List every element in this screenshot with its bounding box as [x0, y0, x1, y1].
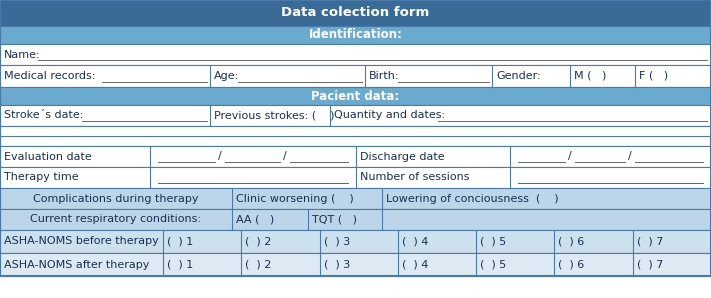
Text: Stroke´s date:: Stroke´s date: — [4, 111, 83, 120]
Text: Therapy time: Therapy time — [4, 173, 79, 182]
Text: M (   ): M ( ) — [574, 71, 606, 81]
Bar — [0, 105, 711, 126]
Text: Age:: Age: — [214, 71, 239, 81]
Text: (  ) 3: ( ) 3 — [324, 237, 350, 246]
Bar — [0, 87, 711, 105]
Text: AA (   ): AA ( ) — [236, 215, 274, 224]
Bar — [0, 0, 711, 26]
Text: Discharge date: Discharge date — [360, 151, 444, 162]
Text: Current respiratory conditions:: Current respiratory conditions: — [31, 215, 201, 224]
Text: Pacient data:: Pacient data: — [311, 89, 400, 103]
Text: F (   ): F ( ) — [639, 71, 668, 81]
Text: Clinic worsening (    ): Clinic worsening ( ) — [236, 193, 354, 204]
Text: (  ) 4: ( ) 4 — [402, 237, 428, 246]
Text: Medical records:: Medical records: — [4, 71, 95, 81]
Bar — [0, 146, 711, 167]
Text: /: / — [218, 151, 222, 162]
Bar — [0, 126, 711, 146]
Bar — [0, 188, 711, 209]
Bar — [0, 167, 711, 188]
Text: (  ) 6: ( ) 6 — [558, 237, 584, 246]
Bar — [0, 230, 711, 253]
Bar — [0, 44, 711, 65]
Text: (  ) 7: ( ) 7 — [637, 260, 663, 269]
Text: ASHA-NOMS before therapy: ASHA-NOMS before therapy — [4, 237, 159, 246]
Text: Identification:: Identification: — [309, 29, 402, 41]
Text: Name:: Name: — [4, 49, 41, 60]
Text: /: / — [568, 151, 572, 162]
Text: /: / — [628, 151, 632, 162]
Text: (  ) 7: ( ) 7 — [637, 237, 663, 246]
Text: Gender:: Gender: — [496, 71, 540, 81]
Text: Evaluation date: Evaluation date — [4, 151, 92, 162]
Bar — [0, 26, 711, 44]
Text: (  ) 1: ( ) 1 — [167, 260, 193, 269]
Text: (  ) 2: ( ) 2 — [245, 237, 272, 246]
Text: (  ) 4: ( ) 4 — [402, 260, 428, 269]
Text: (  ) 3: ( ) 3 — [324, 260, 350, 269]
Text: (  ) 2: ( ) 2 — [245, 260, 272, 269]
Text: (  ) 1: ( ) 1 — [167, 237, 193, 246]
Text: /: / — [283, 151, 287, 162]
Text: (  ) 6: ( ) 6 — [558, 260, 584, 269]
Text: TQT (   ): TQT ( ) — [312, 215, 357, 224]
Text: Number of sessions: Number of sessions — [360, 173, 469, 182]
Text: Lowering of conciousness  (    ): Lowering of conciousness ( ) — [386, 193, 559, 204]
Text: Previous strokes: (    ): Previous strokes: ( ) — [214, 111, 334, 120]
Text: (  ) 5: ( ) 5 — [480, 260, 506, 269]
Text: Quantity and dates:: Quantity and dates: — [334, 111, 445, 120]
Text: Birth:: Birth: — [369, 71, 400, 81]
Text: Data colection form: Data colection form — [282, 7, 429, 19]
Bar — [0, 65, 711, 87]
Text: (  ) 5: ( ) 5 — [480, 237, 506, 246]
Bar — [0, 209, 711, 230]
Text: Complications during therapy: Complications during therapy — [33, 193, 199, 204]
Text: ASHA-NOMS after therapy: ASHA-NOMS after therapy — [4, 260, 149, 269]
Bar — [0, 253, 711, 276]
